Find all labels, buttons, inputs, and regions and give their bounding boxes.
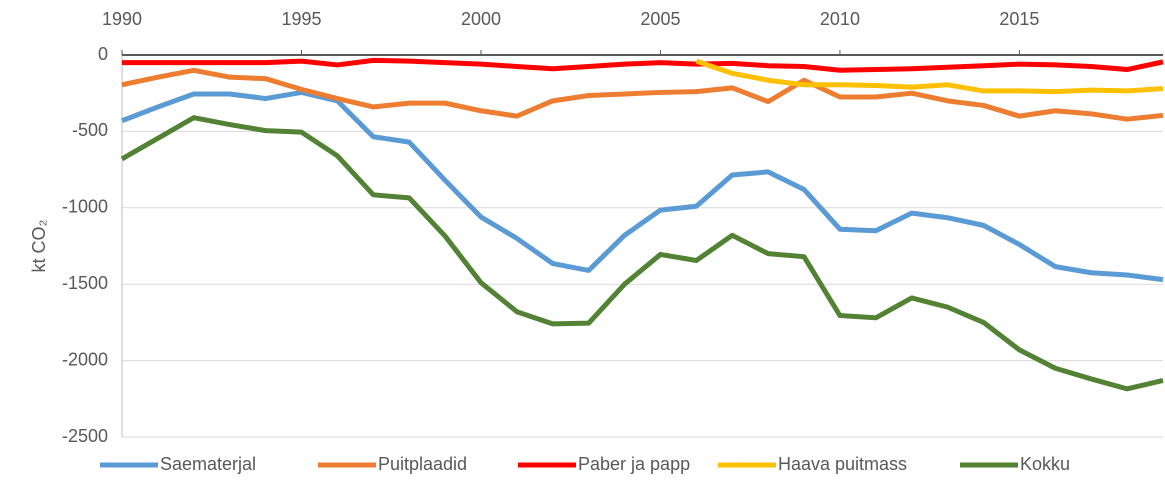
x-tick-label: 2000: [461, 9, 501, 29]
y-tick-label: 0: [98, 44, 108, 64]
legend-label: Paber ja papp: [578, 454, 690, 474]
x-tick-label: 1995: [281, 9, 321, 29]
y-tick-label: -500: [72, 120, 108, 140]
y-axis-label: kt CO₂: [29, 219, 49, 272]
series-line: [122, 57, 1164, 73]
x-tick-label: 2010: [820, 9, 860, 29]
y-tick-label: -2500: [62, 426, 108, 446]
legend-label: Puitplaadid: [378, 454, 467, 474]
x-tick-label: 1990: [102, 9, 142, 29]
series-line: [121, 89, 1164, 283]
series-line: [121, 67, 1164, 122]
x-tick-label: 2015: [999, 9, 1039, 29]
series-line: [695, 58, 1164, 95]
x-tick-label: 2005: [640, 9, 680, 29]
y-tick-label: -1000: [62, 197, 108, 217]
legend-label: Saematerjal: [160, 454, 256, 474]
legend-label: Haava puitmass: [778, 454, 907, 474]
series-line: [120, 115, 1164, 392]
legend-label: Kokku: [1020, 454, 1070, 474]
y-tick-label: -1500: [62, 273, 108, 293]
y-tick-label: -2000: [62, 349, 108, 369]
